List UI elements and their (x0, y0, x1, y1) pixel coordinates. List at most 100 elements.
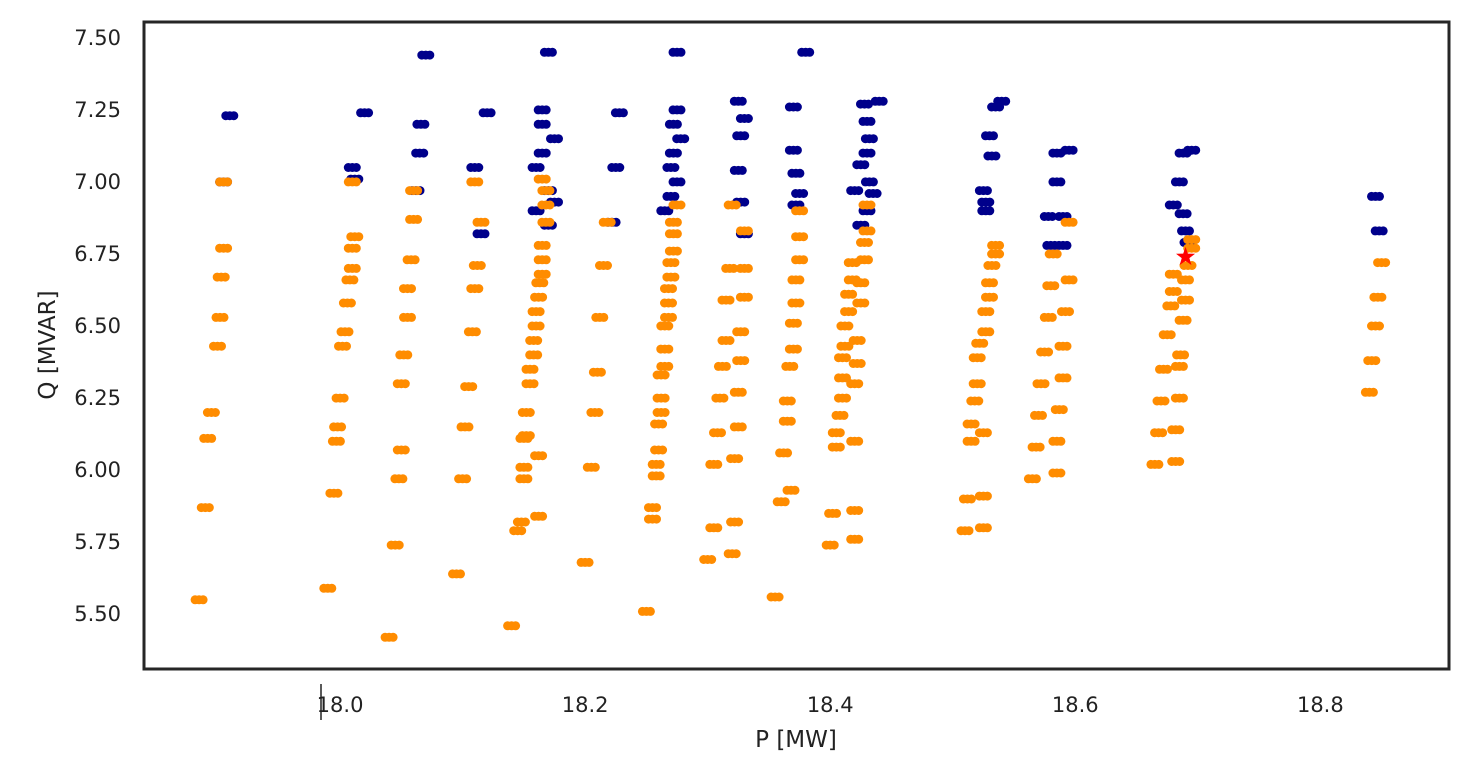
x-axis-label: P [MW] (755, 727, 837, 753)
scatter-point (538, 511, 548, 521)
scatter-point (966, 494, 976, 504)
scatter-point (799, 206, 809, 216)
scatter-point (539, 278, 549, 288)
scatter-point (1058, 405, 1068, 415)
scatter-point (1368, 387, 1378, 397)
scatter-point (866, 200, 876, 210)
scatter-point (792, 344, 802, 354)
scatter-point (603, 261, 612, 270)
scatter-point (854, 534, 864, 544)
scatter-point (223, 243, 233, 253)
scatter-point (403, 350, 413, 360)
scatter-point (854, 379, 864, 389)
scatter-point (964, 526, 974, 536)
scatter-point (1185, 275, 1194, 285)
y-tick-labels: 5.50 5.75 6.00 6.25 6.50 6.75 7.00 7.25 7.50 (74, 26, 121, 626)
scatter-point (731, 200, 741, 210)
scatter-point (1035, 442, 1045, 452)
scatter-point (672, 246, 682, 256)
scatter-point (658, 419, 668, 429)
scatter-point (799, 189, 809, 198)
scatter-point (407, 312, 416, 322)
scatter-point (425, 50, 435, 60)
scatter-point (538, 292, 548, 302)
scatter-point (985, 327, 995, 337)
scatter-point (339, 393, 349, 403)
scatter-point (672, 217, 682, 227)
scatter-point (668, 312, 677, 322)
scatter-point (1375, 191, 1384, 201)
y-tick-label: 6.00 (74, 458, 121, 482)
scatter-point (1065, 307, 1074, 317)
scatter-point (737, 422, 747, 432)
scatter-point (346, 298, 356, 308)
scatter-point (354, 232, 364, 242)
scatter-point (668, 298, 677, 308)
scatter-point (839, 410, 849, 420)
scatter-point (1185, 226, 1194, 236)
scatter-point (799, 232, 809, 242)
scatter-point (860, 160, 870, 170)
scatter-point (854, 186, 864, 196)
scatter-point (737, 96, 747, 106)
scatter-point (725, 336, 735, 345)
scatter-point (676, 200, 686, 210)
y-tick-label: 6.25 (74, 386, 121, 410)
scatter-point (866, 226, 876, 236)
scatter-point (670, 272, 680, 282)
scatter-point (860, 298, 870, 308)
scatter-point (210, 408, 220, 417)
scatter-point (974, 396, 984, 406)
scatter-point (799, 255, 809, 265)
scatter-point (792, 318, 802, 328)
scatter-point (207, 433, 217, 443)
scatter-point (789, 361, 799, 371)
scatter-point (717, 428, 726, 438)
scatter-point (1378, 226, 1388, 236)
scatter-point (615, 163, 625, 172)
scatter-point (584, 557, 594, 567)
scatter-point (476, 261, 486, 270)
scatter-point (410, 255, 420, 265)
scatter-point (545, 186, 555, 196)
scatter-point (394, 540, 404, 550)
scatter-point (734, 454, 744, 464)
scatter-point (660, 408, 670, 417)
scatter-point (1068, 217, 1078, 227)
scatter-point (1166, 330, 1176, 340)
scatter-point (866, 116, 876, 126)
y-tick-label: 5.50 (74, 602, 121, 626)
scatter-point (655, 459, 665, 469)
scatter-point (970, 436, 980, 446)
scatter-point (342, 341, 351, 351)
scatter-point (991, 261, 1001, 270)
scatter-point (344, 327, 354, 337)
y-tick-label: 7.25 (74, 98, 121, 122)
scatter-point (680, 134, 690, 144)
y-tick-label: 6.50 (74, 314, 121, 338)
scatter-point (1062, 373, 1072, 383)
scatter-point (1056, 468, 1066, 478)
scatter-point (535, 307, 545, 317)
scatter-point (413, 186, 423, 196)
scatter-point (743, 226, 753, 236)
scatter-point (1191, 235, 1201, 245)
scatter-point (664, 344, 674, 354)
scatter-point (1044, 347, 1054, 357)
scatter-point (740, 131, 750, 141)
scatter-point (351, 163, 361, 172)
scatter-point (480, 229, 490, 239)
scatter-point (866, 148, 876, 158)
scatter-point (856, 359, 866, 368)
scatter-point (670, 258, 680, 268)
scatter-point (471, 327, 481, 337)
scatter-point (486, 108, 496, 118)
x-tick-label: 18.4 (807, 693, 854, 717)
scatter-point (672, 229, 682, 239)
scatter-point (217, 341, 226, 351)
scatter-point (721, 361, 731, 371)
scatter-point (525, 408, 535, 417)
scatter-point (400, 445, 410, 455)
scatter-point (1191, 243, 1201, 253)
